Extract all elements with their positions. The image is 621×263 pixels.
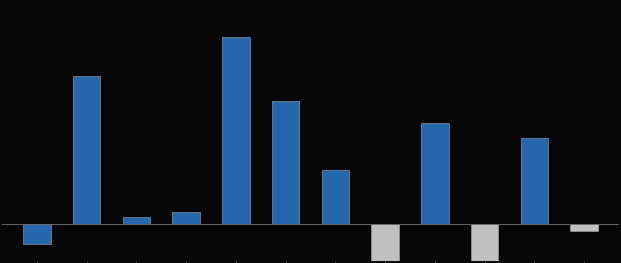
Bar [571,224,598,231]
Bar [471,224,498,263]
Bar [421,123,448,224]
Bar [272,101,299,224]
Bar [73,76,101,224]
Bar [371,224,399,263]
Bar [23,224,50,244]
Bar [520,138,548,224]
Bar [222,37,250,224]
Bar [173,212,200,224]
Bar [123,216,150,224]
Bar [322,170,349,224]
